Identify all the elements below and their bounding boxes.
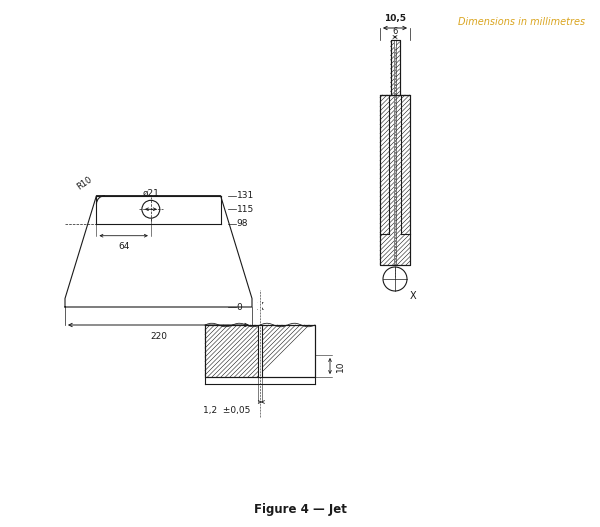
Bar [380, 95, 410, 265]
Text: 0: 0 [237, 302, 242, 311]
Text: ø21: ø21 [142, 188, 159, 197]
Bar [380, 95, 410, 265]
Text: 1,2  ±0,05: 1,2 ±0,05 [203, 406, 250, 415]
Bar [258, 290, 262, 377]
Text: 220: 220 [150, 332, 167, 341]
Bar [205, 325, 315, 377]
Text: 6: 6 [392, 27, 398, 36]
Text: 64: 64 [118, 242, 130, 251]
Bar [391, 40, 400, 95]
Bar [391, 40, 400, 95]
Text: 115: 115 [237, 205, 254, 214]
Text: 10,5: 10,5 [384, 14, 406, 23]
Text: Figure 4 — Jet: Figure 4 — Jet [254, 503, 346, 515]
Text: 10: 10 [336, 360, 345, 372]
Text: X: X [410, 291, 416, 301]
Text: 98: 98 [237, 219, 248, 228]
Text: 131: 131 [237, 191, 254, 200]
Bar [205, 325, 315, 377]
Bar [394, 40, 396, 95]
Text: X: X [256, 302, 263, 312]
Text: Dimensions in millimetres: Dimensions in millimetres [458, 17, 585, 27]
Text: R10: R10 [75, 174, 94, 191]
Bar [394, 95, 396, 265]
